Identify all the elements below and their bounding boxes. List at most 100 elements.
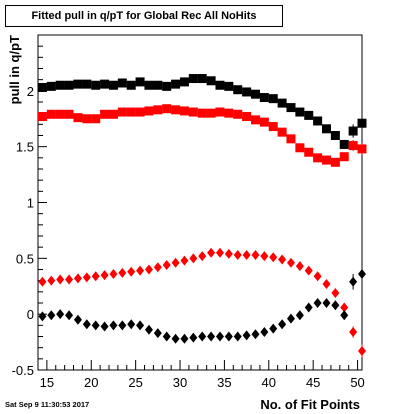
x-axis-label: No. of Fit Points [260, 397, 360, 412]
data-point [179, 77, 189, 87]
data-point [286, 313, 295, 324]
data-point [295, 107, 305, 117]
data-point [38, 311, 47, 322]
data-point [215, 107, 225, 117]
data-point [198, 331, 207, 342]
data-point [268, 122, 278, 132]
data-point [188, 107, 198, 117]
data-point [162, 81, 172, 91]
data-point [286, 134, 296, 144]
data-point [171, 333, 180, 344]
data-point [64, 109, 74, 119]
data-point [64, 80, 74, 90]
data-point [153, 328, 162, 339]
data-point [313, 271, 322, 282]
data-point [259, 117, 269, 127]
data-point [242, 249, 251, 260]
data-point [171, 79, 181, 89]
data-point [126, 80, 136, 90]
x-tick-label: 30 [173, 375, 187, 390]
y-tick-label: 0.5 [16, 251, 34, 266]
data-point [330, 131, 340, 140]
data-point [304, 265, 313, 276]
data-point [286, 103, 296, 113]
data-point [286, 257, 295, 268]
data-point [153, 105, 163, 115]
data-point [135, 77, 145, 87]
data-point [144, 106, 154, 116]
data-point [100, 270, 109, 281]
data-point [322, 298, 331, 308]
data-point [321, 155, 331, 165]
x-tick-label: 15 [40, 375, 54, 390]
data-point [250, 115, 260, 125]
data-point [136, 265, 145, 276]
data-point [38, 276, 47, 287]
data-point [91, 271, 100, 282]
data-point [56, 274, 65, 285]
data-point [179, 106, 189, 116]
data-point [278, 319, 287, 330]
data-point [126, 107, 136, 117]
data-point [100, 321, 109, 332]
data-point [339, 152, 349, 162]
data-point [349, 327, 358, 338]
data-point [117, 78, 127, 88]
data-point [242, 330, 251, 341]
data-point [313, 298, 322, 308]
data-point [340, 302, 349, 313]
data-point [295, 261, 304, 272]
data-point [100, 109, 110, 119]
data-point [260, 251, 269, 262]
data-point [162, 260, 171, 271]
data-point [73, 314, 82, 325]
data-point [269, 252, 278, 263]
data-point [224, 108, 234, 118]
data-point [233, 85, 243, 95]
data-point [153, 262, 162, 273]
data-point [109, 268, 118, 279]
data-point [136, 320, 145, 331]
data-point [224, 248, 233, 259]
data-point [144, 324, 153, 335]
data-point [215, 331, 224, 342]
data-point [340, 310, 349, 321]
y-axis-label: pull in q/pT [7, 35, 22, 104]
data-point [304, 147, 314, 157]
data-point [277, 98, 287, 108]
data-point [65, 310, 74, 321]
data-point [330, 157, 340, 167]
data-point [358, 268, 366, 279]
y-tick-label: 0 [27, 307, 34, 322]
data-point [269, 323, 278, 334]
data-point [118, 267, 127, 278]
x-tick-label: 45 [306, 375, 320, 390]
data-point [144, 264, 153, 275]
y-tick-label: 2 [27, 84, 34, 99]
data-point [198, 251, 207, 262]
data-point [207, 331, 216, 342]
chart-title: Fitted pull in q/pT for Global Rec All N… [5, 5, 283, 27]
data-point [82, 79, 92, 89]
data-point [109, 320, 118, 331]
data-point [188, 74, 198, 84]
data-point [65, 274, 74, 285]
data-point [82, 114, 92, 124]
data-point [295, 143, 305, 153]
y-tick-label: 1 [27, 196, 34, 211]
data-point [331, 300, 340, 311]
data-point [153, 80, 163, 90]
data-point [37, 112, 47, 122]
data-point [100, 79, 110, 89]
data-point [206, 108, 216, 118]
data-point [260, 327, 269, 338]
series-2 [38, 247, 366, 358]
data-point [73, 79, 83, 89]
data-point [108, 109, 118, 119]
data-point [135, 107, 145, 117]
data-point [242, 112, 252, 122]
data-point [180, 255, 189, 266]
data-point [224, 331, 233, 342]
data-point [55, 109, 65, 119]
